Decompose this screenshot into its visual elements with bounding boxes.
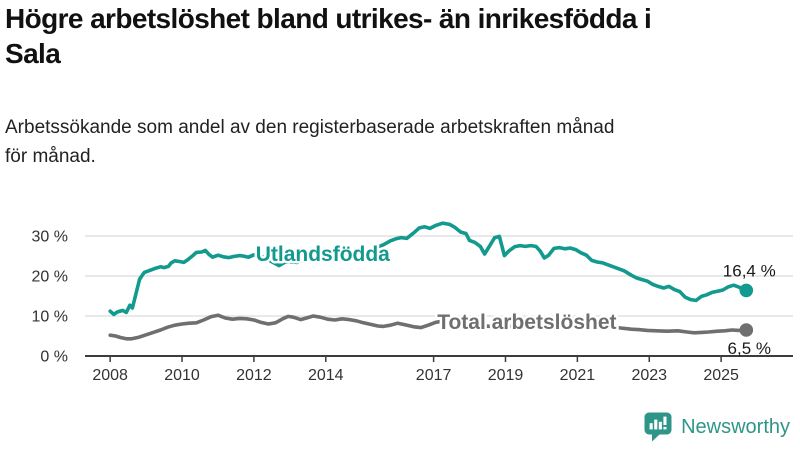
end-dot-utlandsfodda [739,283,754,298]
y-axis-label: 10 % [32,309,68,326]
y-axis-label: 0 % [40,349,68,366]
x-axis-label: 2025 [703,367,739,384]
series-line-total [108,313,749,341]
end-value-label-total: 6,5 % [728,339,771,358]
x-axis-label: 2017 [416,367,452,384]
x-axis-label: 2008 [92,367,128,384]
x-axis-label: 2010 [164,367,200,384]
chart-subtitle: Arbetssökande som andel av den registerb… [5,117,615,168]
chart-figure: 0 % 10 % 20 % 30 % 2008 2010 2012 2014 2017 2019 2… [0,203,800,398]
newsworthy-logo[interactable]: Newsworthy [643,411,790,443]
series-line-utlandsfodda [108,221,749,317]
page-title: Högre arbetslöshet bland utrikes- än inr… [5,3,652,69]
x-axis-label: 2019 [488,367,524,384]
series-label-total: Total arbetslöshet [437,311,616,334]
y-axis-label: 20 % [32,269,68,286]
logo-text: Newsworthy [681,415,790,438]
end-dot-total [739,323,754,337]
y-axis-label: 30 % [32,229,68,246]
x-axis-label: 2021 [560,367,596,384]
x-axis-label: 2023 [631,367,667,384]
end-value-label-utlandsfodda: 16,4 % [723,261,776,280]
x-axis-label: 2014 [308,367,344,384]
bar-chart-speech-bubble-icon [644,412,672,442]
x-axis-label: 2012 [236,367,272,384]
unemployment-line-chart: 0 % 10 % 20 % 30 % 2008 2010 2012 2014 2017 2019 2… [32,221,793,384]
series-label-utlandsfodda: Utlandsfödda [256,243,390,266]
